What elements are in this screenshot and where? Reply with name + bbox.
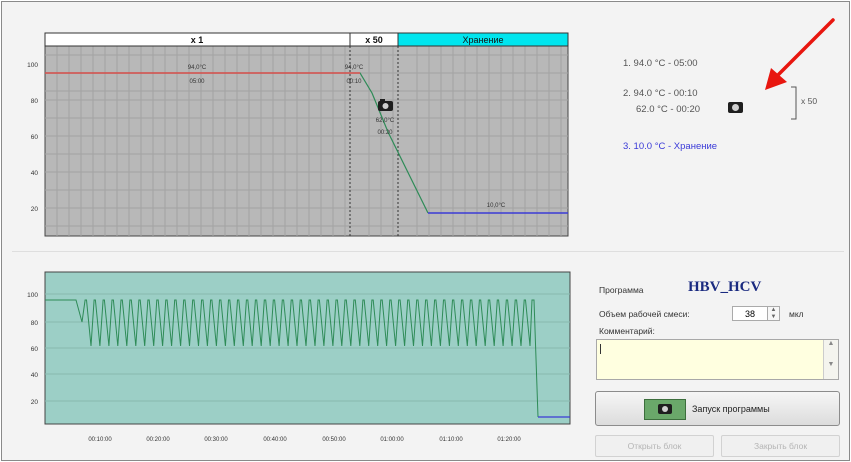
run-program-label: Запуск программы [692,404,770,414]
program-name: HBV_HCV [688,279,762,295]
red-arrow-annotation [765,18,835,90]
y-tick: 80 [31,320,39,327]
y-tick: 40 [31,170,39,177]
camera-icon [644,399,686,420]
x-tick: 00:20:00 [146,437,170,443]
y-tick: 20 [31,206,39,213]
step2a-time: 00:10 [346,79,362,85]
y-tick: 60 [31,346,39,353]
cycle-bracket [791,86,797,120]
program-label: Программа [599,285,644,295]
step1-time: 05:00 [189,79,205,85]
step2a-temp: 94,0°C [345,65,364,71]
camera-icon [728,102,743,113]
segment-label-2: x 50 [365,35,383,45]
open-lid-button[interactable]: Открыть блок [595,435,714,457]
x-tick: 00:50:00 [322,437,346,443]
run-program-button[interactable]: Запуск программы [595,391,840,426]
segment-label-3: Хранение [463,35,504,45]
volume-stepper[interactable]: ▲ ▼ [768,306,780,321]
comment-label: Комментарий: [599,326,655,336]
segment-label-1: x 1 [191,35,204,45]
x-tick: 01:00:00 [380,437,404,443]
protocol-chart: x 1 x 50 Хранение 100 80 60 40 20 94,0°C… [27,32,569,237]
y-tick: 80 [31,98,39,105]
run-temperature-trace [45,299,539,418]
x-tick: 00:40:00 [263,437,287,443]
volume-label: Объем рабочей смеси: [599,309,690,319]
x-tick: 00:10:00 [88,437,112,443]
camera-icon [378,99,393,111]
close-lid-button[interactable]: Закрыть блок [721,435,840,457]
divider [12,251,844,252]
x-tick: 01:10:00 [439,437,463,443]
step1-temp: 94,0°C [188,65,207,71]
y-tick: 100 [27,292,38,299]
step3-temp: 10,0°C [487,203,506,209]
protocol-step-2a: 2. 94.0 °C - 00:10 [623,88,698,99]
protocol-step-3: 3. 10.0 °C - Хранение [623,141,718,152]
x-tick: 01:20:00 [497,437,521,443]
comment-scrollbar[interactable]: ▲ ▼ [823,340,838,379]
comment-field[interactable]: ▲ ▼ [596,339,839,380]
protocol-step-1: 1. 94.0 °C - 05:00 [623,58,698,69]
y-tick: 60 [31,134,39,141]
step2b-time: 00:20 [377,130,393,136]
y-tick: 100 [27,62,38,69]
cycle-count: x 50 [801,96,818,106]
y-tick: 20 [31,399,39,406]
y-tick: 40 [31,372,39,379]
volume-input[interactable]: 38 [732,306,768,321]
x-tick: 00:30:00 [204,437,228,443]
protocol-step-2b: 62.0 °C - 00:20 [636,104,701,115]
step2b-temp: 62,0°C [376,118,395,124]
volume-unit: мкл [789,309,804,319]
run-chart: 100 80 60 40 20 00:10:00 00:20:00 00:30:… [27,271,571,443]
